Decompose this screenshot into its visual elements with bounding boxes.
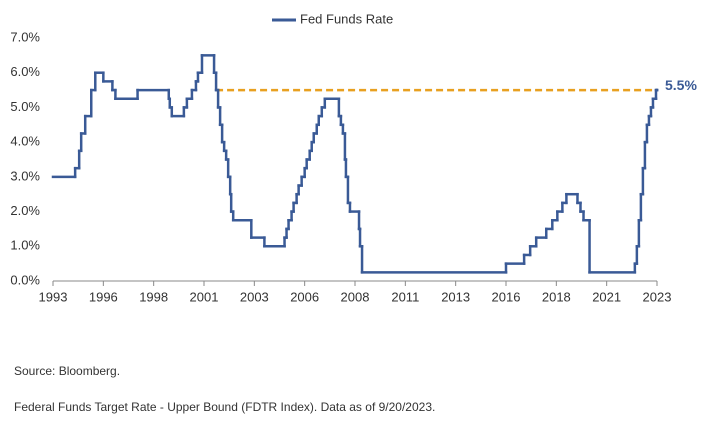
- x-tick-label: 1993: [39, 289, 68, 304]
- source: Source: Bloomberg.: [14, 364, 120, 378]
- y-tick-label: 3.0%: [10, 168, 40, 183]
- x-tick-label: 2003: [240, 289, 269, 304]
- x-tick-label: 2011: [391, 289, 419, 304]
- x-tick-label: 2023: [643, 289, 672, 304]
- x-tick-label: 2018: [542, 289, 571, 304]
- y-tick-label: 2.0%: [10, 203, 40, 218]
- y-tick-label: 1.0%: [10, 238, 40, 253]
- note: Federal Funds Target Rate - Upper Bound …: [14, 400, 435, 414]
- x-tick-label: 1996: [89, 289, 118, 304]
- x-tick-label: 2021: [592, 289, 621, 304]
- x-tick-label: 1998: [139, 289, 168, 304]
- y-tick-label: 4.0%: [10, 134, 40, 149]
- x-tick-label: 2006: [290, 289, 319, 304]
- x-tick-label: 2001: [190, 289, 219, 304]
- x-tick-label: 2008: [341, 289, 370, 304]
- y-tick-label: 5.0%: [10, 99, 40, 114]
- x-tick-label: 2016: [492, 289, 521, 304]
- reference-label: 5.5%: [665, 77, 697, 93]
- x-tick-label: 2013: [441, 289, 470, 304]
- legend-label: Fed Funds Rate: [300, 11, 393, 26]
- y-tick-label: 7.0%: [10, 29, 40, 44]
- y-tick-label: 6.0%: [10, 64, 40, 79]
- y-tick-label: 0.0%: [10, 272, 40, 287]
